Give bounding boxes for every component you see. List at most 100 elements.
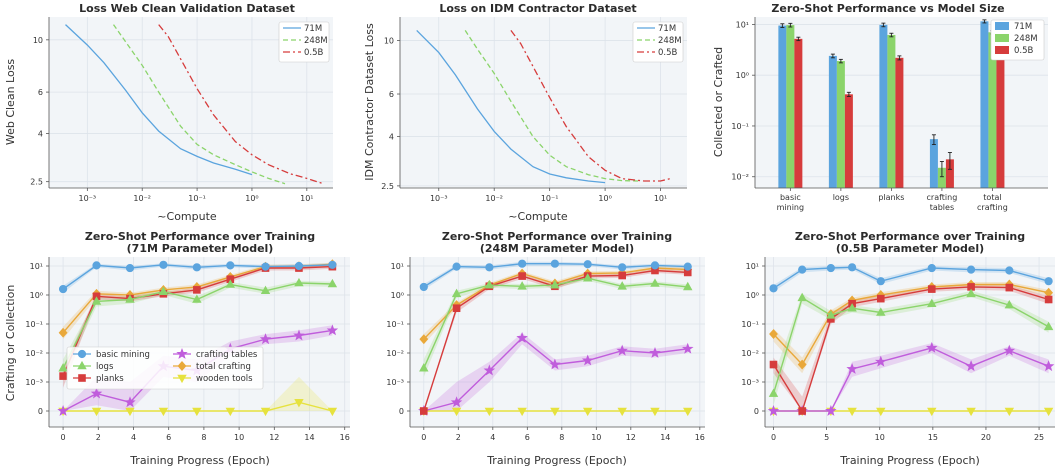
x-tick-label: 10⁻¹ — [188, 194, 206, 203]
marker-planks — [193, 286, 201, 294]
legend-label-basic-mining: basic mining — [96, 350, 150, 360]
x-tick-label: 10⁻² — [485, 194, 503, 203]
x-tick-label: 10¹ — [654, 194, 667, 203]
marker-logs — [58, 363, 68, 372]
marker-crafting-tables — [616, 344, 628, 356]
bar-71m-total-crafting — [980, 21, 989, 188]
marker-crafting-tables — [90, 387, 103, 399]
plot-area: 10⁻³ 10⁻² 10⁻¹ 10⁰ 10¹ 2.5 4 6 10 71M 248M 0.5B — [30, 17, 333, 203]
y-tick-label: 2.5 — [30, 178, 43, 187]
marker-basic-mining — [683, 262, 692, 271]
y-tick-label: 4 — [38, 130, 43, 139]
marker-basic-mining — [328, 260, 337, 269]
legend-label-wooden-tools: wooden tools — [196, 374, 253, 384]
marker-crafting-tables — [57, 404, 69, 416]
legend-label-71m: 71M — [1014, 22, 1032, 32]
y-tick-label: 10⁻¹ — [731, 122, 749, 131]
marker-basic-mining — [550, 259, 560, 268]
y-tick-label: 0 — [399, 407, 404, 416]
marker-logs — [158, 286, 169, 295]
marker-wooden-tools — [582, 407, 593, 417]
marker-wooden-tools — [550, 407, 560, 417]
x-tick-label: logs — [833, 193, 849, 202]
confidence-band-basic-mining — [773, 265, 1049, 292]
bar-71m-basic-mining — [778, 25, 787, 189]
y-tick-label: 10⁻¹ — [25, 320, 43, 329]
plot-area: 10⁻³ 10⁻² 10⁻¹ 10⁰ 10¹ 2.5 4 6 10 71M 248M 0.5B — [381, 17, 687, 203]
marker-logs — [260, 285, 271, 295]
marker-logs — [1004, 299, 1015, 309]
marker-planks — [518, 272, 526, 280]
marker-wooden-tools — [91, 407, 102, 417]
panel-web-clean-loss: Loss Web Clean Validation Dataset 10⁻³ 10… — [4, 2, 333, 223]
x-tick-label: 10¹ — [300, 194, 313, 203]
marker-wooden-tools — [327, 407, 338, 417]
marker-wooden-tools — [192, 407, 202, 417]
chart-title: Zero-Shot Performance over Training — [85, 230, 315, 243]
x-axis-label: Training Progress (Epoch) — [486, 454, 627, 467]
confidence-band-logs — [423, 276, 688, 377]
x-tick-label: 20 — [981, 433, 991, 442]
marker-wooden-tools — [847, 407, 857, 417]
marker-basic-mining — [58, 284, 68, 294]
x-tick-label: 4 — [490, 433, 495, 442]
x-tick-label: basic — [780, 193, 801, 202]
y-tick-label: 10⁻² — [25, 349, 43, 358]
marker-total-crafting — [58, 327, 68, 338]
marker-logs — [91, 296, 102, 305]
y-axis-label: IDM Contractor Dataset Loss — [363, 23, 376, 181]
marker-basic-mining — [226, 261, 235, 270]
marker-planks — [1044, 295, 1053, 304]
marker-wooden-tools — [617, 407, 627, 417]
marker-crafting-tables — [925, 341, 938, 353]
bar-248m-crafting-tables — [937, 167, 946, 188]
y-tick-label: 0 — [38, 407, 43, 416]
legend-label-0-5b: 0.5B — [658, 48, 678, 58]
confidence-band-planks — [773, 284, 1049, 411]
marker-logs — [327, 278, 338, 288]
marker-logs — [125, 294, 135, 303]
legend-box — [66, 346, 264, 390]
marker-logs — [550, 279, 560, 289]
x-axis-label: Training Progress (Epoch) — [839, 454, 980, 467]
x-tick-label: 5 — [824, 433, 829, 442]
x-axis-label: ~Compute — [157, 210, 217, 223]
legend-label-total-crafting: total crafting — [196, 362, 251, 372]
legend-label-0-5b: 0.5B — [1014, 46, 1034, 56]
confidence-band-wooden-tools — [63, 376, 333, 411]
panel-idm-loss: Loss on IDM Contractor Dataset 10⁻³ 10⁻² 1… — [363, 2, 687, 223]
marker-logs — [966, 288, 976, 298]
marker-total-crafting — [769, 329, 778, 340]
marker-planks — [59, 372, 67, 380]
y-axis-label: Collected or Crafted — [712, 47, 725, 157]
y-tick-label: 10⁰ — [736, 71, 749, 80]
marker-logs — [797, 292, 807, 302]
x-tick-label: 10⁻³ — [430, 194, 448, 203]
marker-logs — [225, 279, 236, 288]
marker-wooden-tools — [158, 407, 169, 417]
y-tick-label: 10⁻³ — [25, 378, 43, 387]
marker-wooden-tools — [1004, 407, 1015, 417]
marker-wooden-tools — [294, 398, 304, 408]
x-tick-label: 10⁻² — [133, 194, 151, 203]
marker-crafting-tables — [681, 342, 694, 354]
marker-logs — [927, 298, 937, 308]
marker-crafting-tables — [124, 396, 136, 408]
legend-marker-basic-mining — [77, 349, 87, 359]
y-tick-label: 10 — [384, 36, 394, 45]
marker-logs — [768, 388, 779, 397]
marker-crafting-tables — [767, 404, 780, 416]
marker-basic-mining — [452, 262, 461, 271]
y-tick-label: 4 — [389, 133, 394, 142]
series-line-248m — [112, 24, 286, 185]
y-tick-label: 10⁰ — [391, 291, 404, 300]
x-tick-label: 2 — [96, 433, 101, 442]
x-tick-label: 0 — [771, 433, 776, 442]
marker-logs — [484, 279, 495, 289]
chart-title: Zero-Shot Performance over Training — [442, 230, 672, 243]
marker-crafting-tables — [450, 396, 463, 408]
marker-basic-mining — [848, 263, 857, 272]
bar-248m-basic-mining — [786, 25, 795, 189]
